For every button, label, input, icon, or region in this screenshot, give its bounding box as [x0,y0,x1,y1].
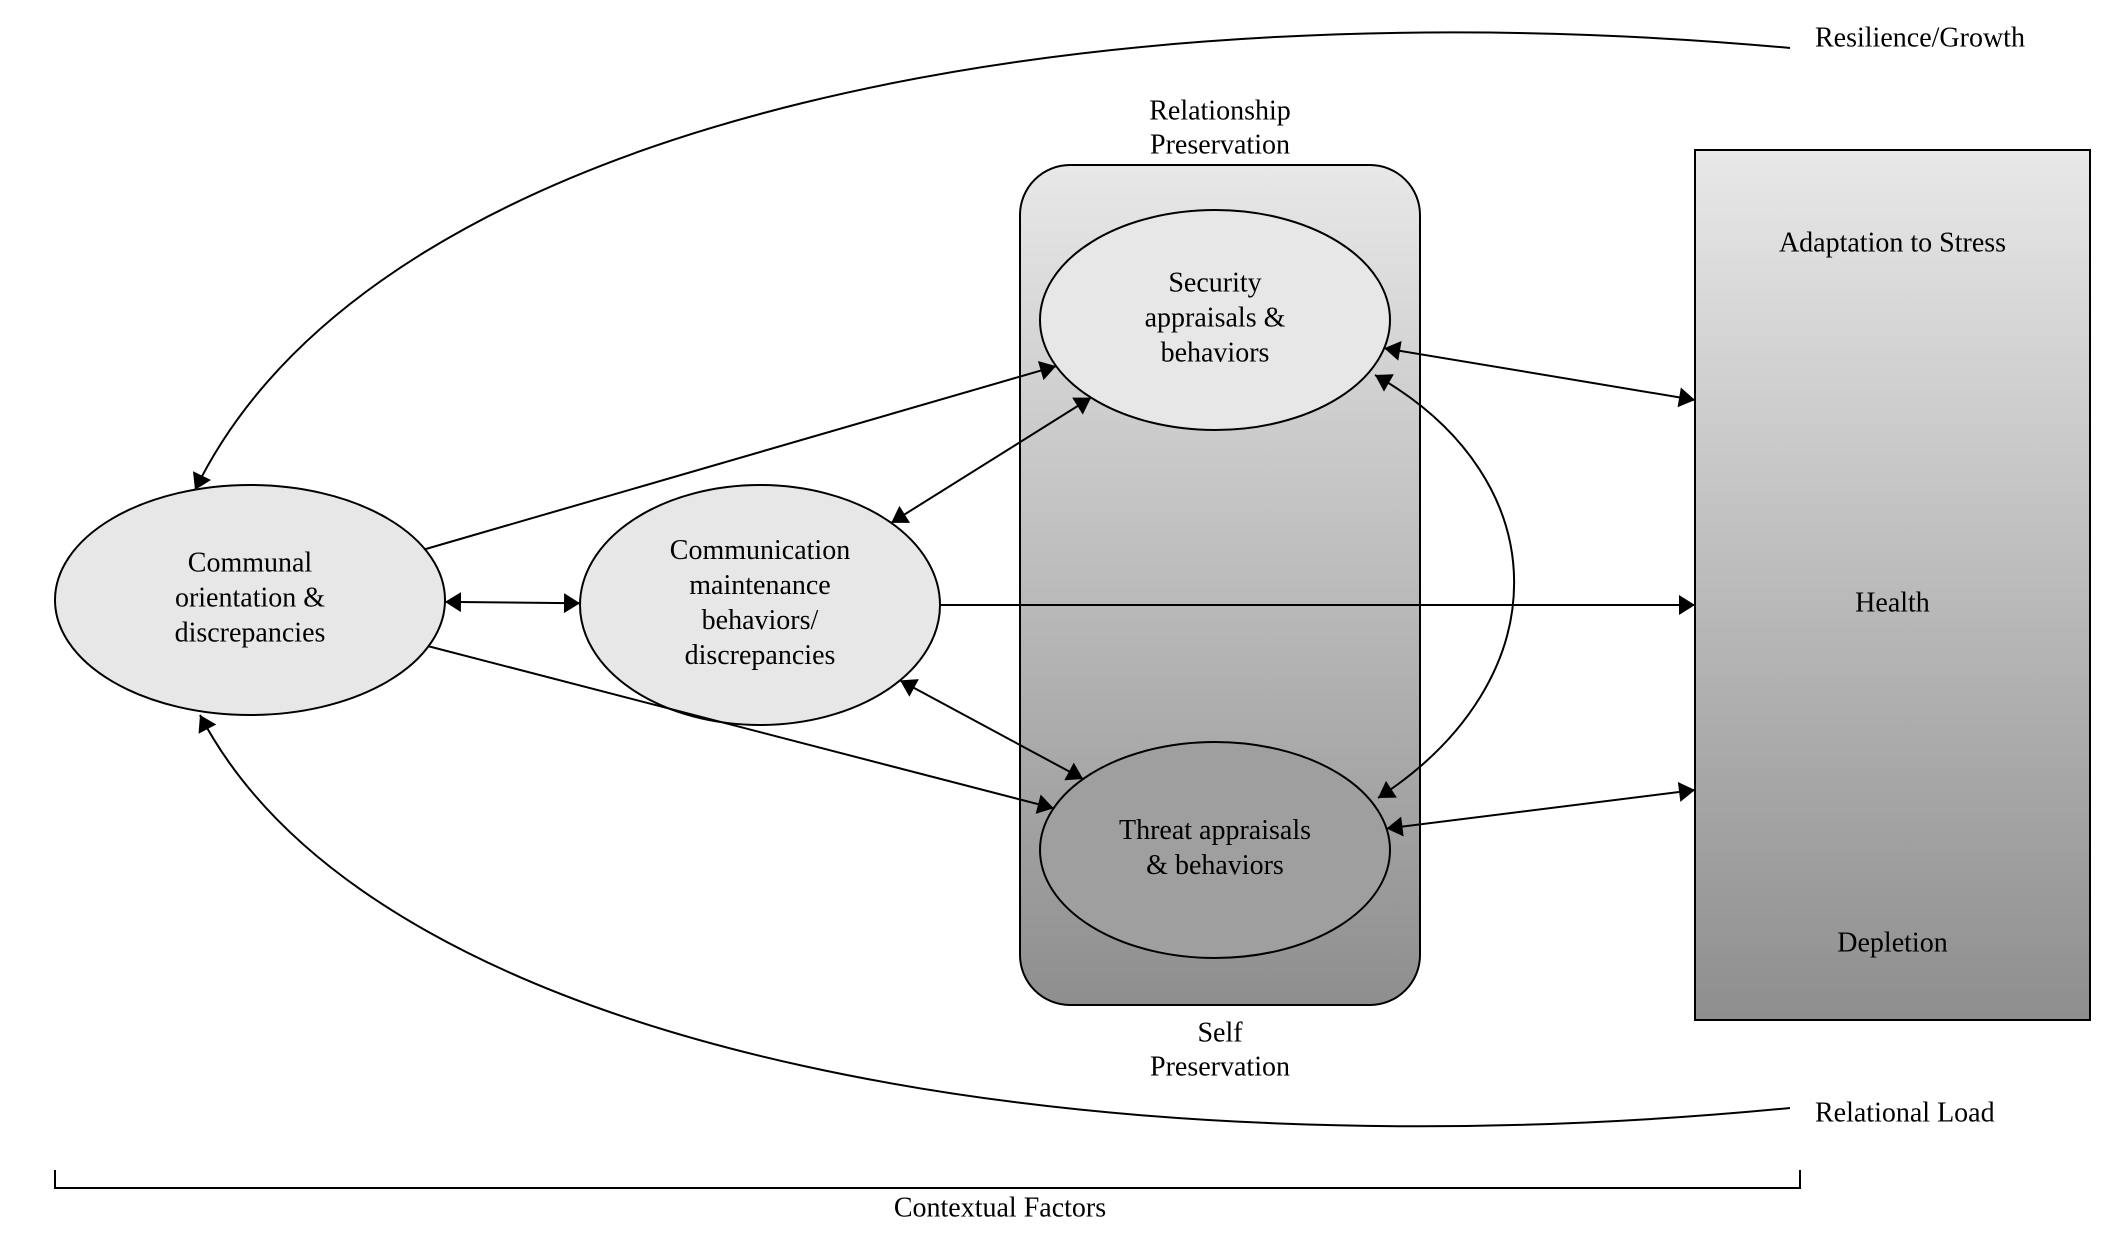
preservation-bottom-label-2: Preservation [1150,1051,1290,1082]
preservation-bottom-label-1: Self [1197,1017,1243,1048]
communal-line-0: Communal [188,547,313,578]
outcomes-box [1695,150,2090,1020]
outcomes-label-0: Adaptation to Stress [1779,227,2006,258]
communication-line-0: Communication [670,535,850,566]
communal-line-2: discrepancies [175,617,326,648]
security-line-2: behaviors [1161,337,1270,368]
preservation-top-label-1: Relationship [1149,95,1291,126]
outcomes-label-2: Depletion [1837,927,1947,958]
communication-line-1: maintenance [689,570,830,601]
resilience_feedback [195,32,1790,490]
communal-line-1: orientation & [175,582,325,613]
arrow-head-icon [1678,388,1695,408]
contextual-factors-label: Contextual Factors [894,1192,1106,1223]
edge-communal-communication [445,602,580,603]
arrow-head-icon [564,593,580,613]
contextual-bracket [55,1170,1800,1188]
outcomes-label-1: Health [1855,587,1930,618]
arrow-head-icon [891,506,910,523]
arrow-head-icon [1678,782,1695,802]
security-line-0: Security [1168,267,1261,298]
edge-threat-outcomes_box [1387,790,1695,829]
preservation-top-label-2: Preservation [1150,129,1290,160]
threat-line-1: & behaviors [1146,850,1284,881]
relational-load-label: Relational Load [1815,1097,1995,1128]
communication-line-2: behaviors/ [702,605,819,636]
arrow-head-icon [199,715,217,734]
arrow-head-icon [1679,595,1695,615]
communication-line-3: discrepancies [685,640,836,671]
resilience-label: Resilience/Growth [1815,22,2025,53]
relational_load_feedback [200,715,1790,1126]
security-line-1: appraisals & [1145,302,1286,333]
edge-security-outcomes_box [1384,348,1695,400]
arrow-head-icon [445,592,461,612]
threat-line-0: Threat appraisals [1119,815,1311,846]
